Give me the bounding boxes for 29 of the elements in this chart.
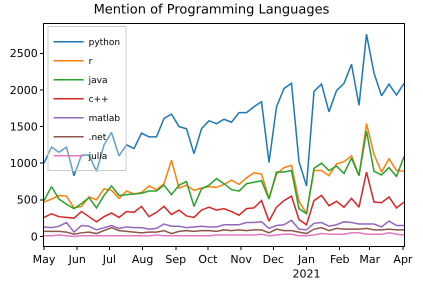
legend-label: matlab xyxy=(88,114,120,124)
legend-label: c++ xyxy=(88,95,109,106)
x-tick-label: Apr xyxy=(393,253,413,266)
x-tick-label: Mar xyxy=(359,253,381,266)
x-tick-label: Oct xyxy=(198,253,218,266)
chart-title: Mention of Programming Languages xyxy=(94,2,330,18)
y-tick-label: 2000 xyxy=(10,84,38,97)
x-tick-label: Jan 2021 xyxy=(292,253,320,280)
x-tick-label: May xyxy=(32,253,56,266)
line-series xyxy=(44,171,404,226)
legend-label: .net xyxy=(88,133,107,144)
x-tick-label: Nov xyxy=(230,253,252,266)
x-tick-label: Jul xyxy=(102,253,116,266)
x-tick-label: Sep xyxy=(165,253,186,266)
x-tick-label: Feb xyxy=(330,253,350,266)
legend-label: r xyxy=(88,57,93,68)
y-tick-label: 0 xyxy=(30,230,38,244)
x-tick-label: Aug xyxy=(132,253,154,266)
line-series xyxy=(44,226,404,236)
line-series xyxy=(44,34,404,187)
y-tick-label: 2500 xyxy=(10,47,38,60)
y-tick-label: 1000 xyxy=(10,157,38,170)
y-tick-label: 1500 xyxy=(10,120,38,134)
x-tick-label: Dec xyxy=(262,253,284,266)
x-tick-label: Jun xyxy=(68,253,86,266)
line-series xyxy=(44,220,404,233)
y-tick-label: 500 xyxy=(16,194,38,207)
legend-label: python xyxy=(88,38,120,48)
legend-label: java xyxy=(88,76,108,86)
